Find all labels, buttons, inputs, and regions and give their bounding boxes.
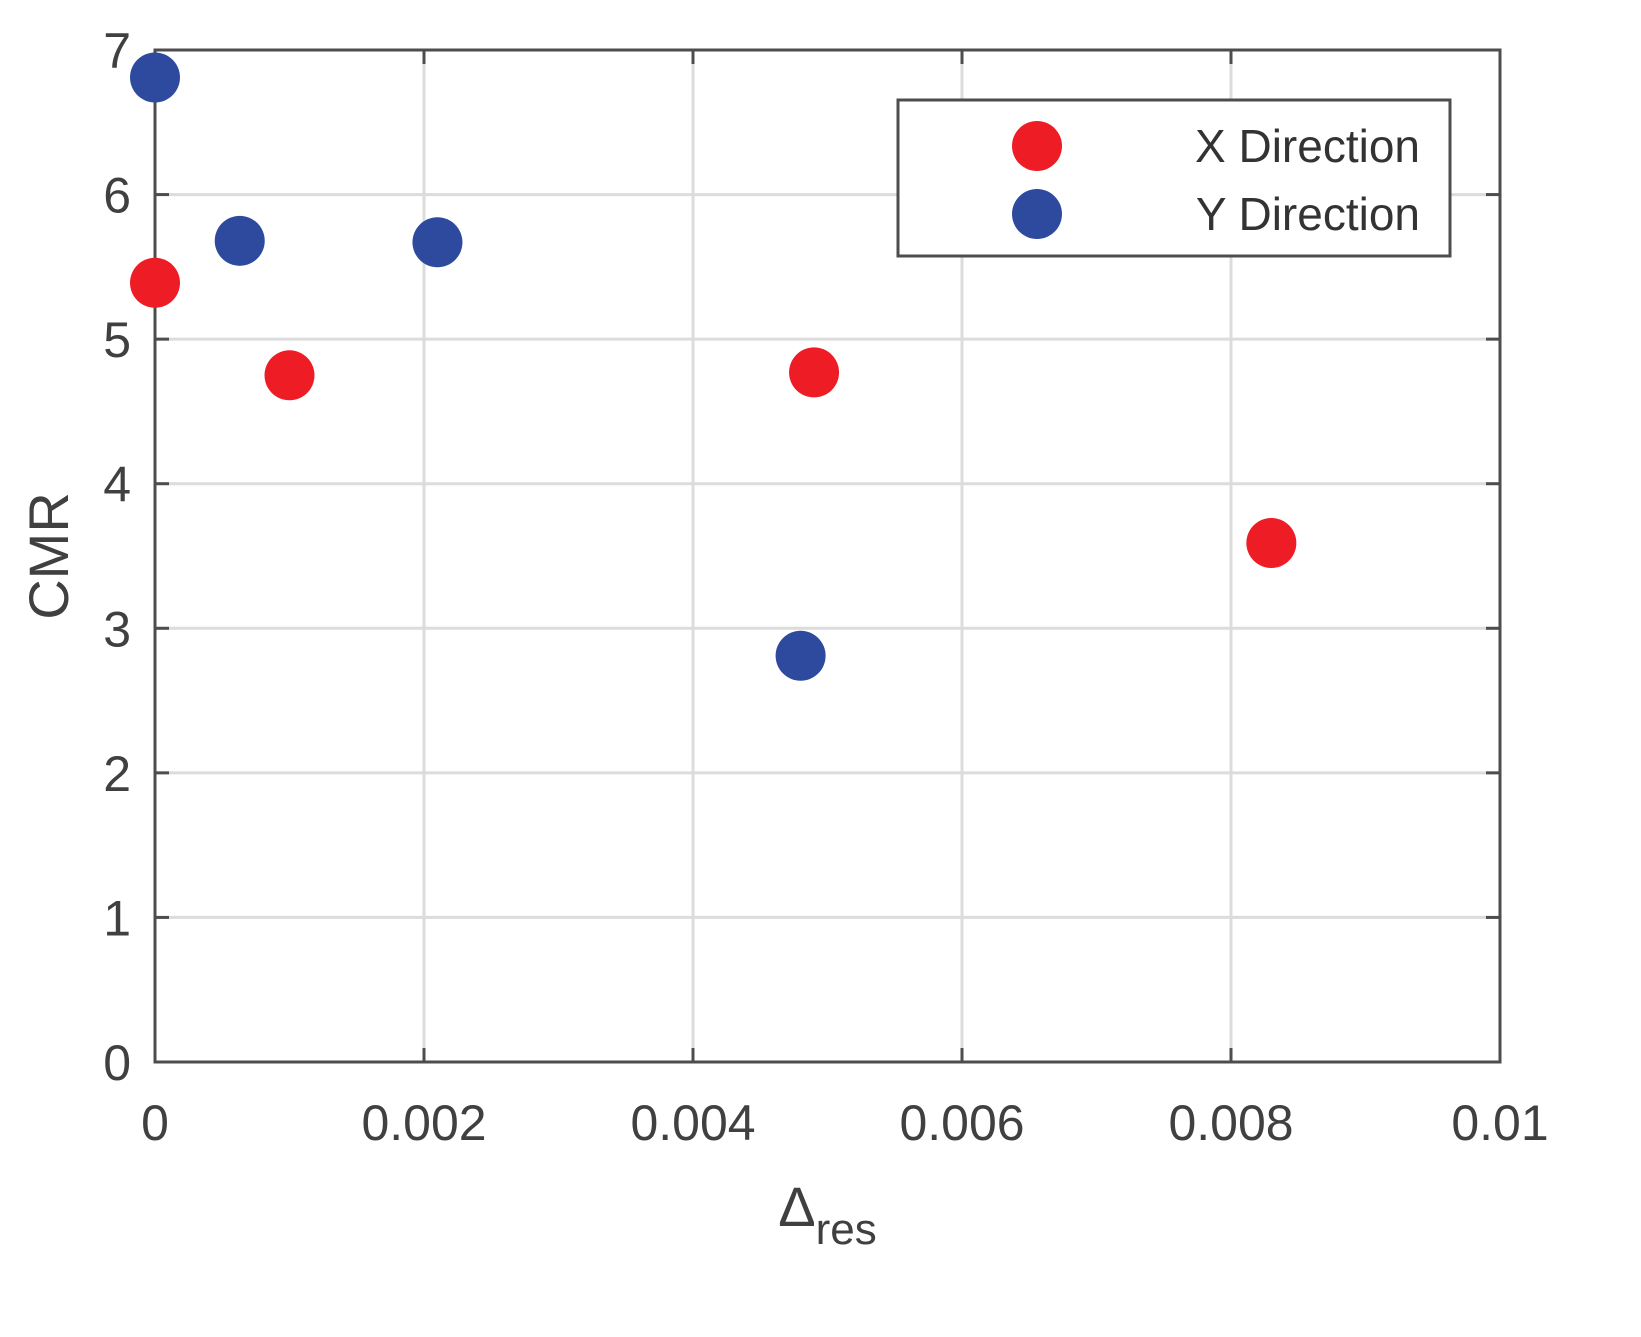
y-tick-label: 2 <box>103 746 131 802</box>
legend-label-y-direction: Y Direction <box>1196 188 1420 240</box>
x-tick-label: 0.004 <box>630 1095 755 1151</box>
data-point-y-direction <box>214 215 265 266</box>
data-points <box>130 52 1297 681</box>
y-tick-label: 7 <box>103 23 131 79</box>
y-tick-label: 5 <box>103 312 131 368</box>
data-point-x-direction <box>264 350 315 401</box>
y-tick-label: 0 <box>103 1035 131 1091</box>
legend: X Direction Y Direction <box>896 98 1452 258</box>
x-tick-label: 0.002 <box>361 1095 486 1151</box>
legend-marker-x-direction <box>1012 121 1062 171</box>
x-tick-label: 0.01 <box>1451 1095 1548 1151</box>
x-tick-label: 0.006 <box>899 1095 1024 1151</box>
x-tick-label: 0.008 <box>1168 1095 1293 1151</box>
y-axis-tick-labels: 0 1 2 3 4 5 6 7 <box>103 23 131 1091</box>
x-axis-label: Δres <box>778 1175 877 1254</box>
axis-ticks <box>153 48 1502 1064</box>
data-point-y-direction <box>412 217 463 268</box>
legend-marker-y-direction <box>1012 189 1062 239</box>
y-tick-label: 6 <box>103 168 131 224</box>
legend-label-x-direction: X Direction <box>1195 120 1420 172</box>
x-axis-tick-labels: 0 0.002 0.004 0.006 0.008 0.01 <box>141 1095 1549 1151</box>
y-axis-label: CMR <box>17 492 80 620</box>
data-point-y-direction <box>775 630 826 681</box>
plot-area-frame <box>153 48 1502 1064</box>
x-axis-label-subscript: res <box>816 1205 877 1254</box>
x-axis-label-main: Δ <box>778 1175 815 1238</box>
y-tick-label: 4 <box>103 457 131 513</box>
data-point-y-direction <box>130 52 180 103</box>
data-point-x-direction <box>1246 517 1297 568</box>
legend-box <box>896 98 1452 258</box>
y-tick-label: 1 <box>103 890 131 946</box>
data-point-x-direction <box>130 257 180 308</box>
x-tick-label: 0 <box>141 1095 169 1151</box>
data-point-x-direction <box>789 347 840 398</box>
y-tick-label: 3 <box>103 601 131 657</box>
